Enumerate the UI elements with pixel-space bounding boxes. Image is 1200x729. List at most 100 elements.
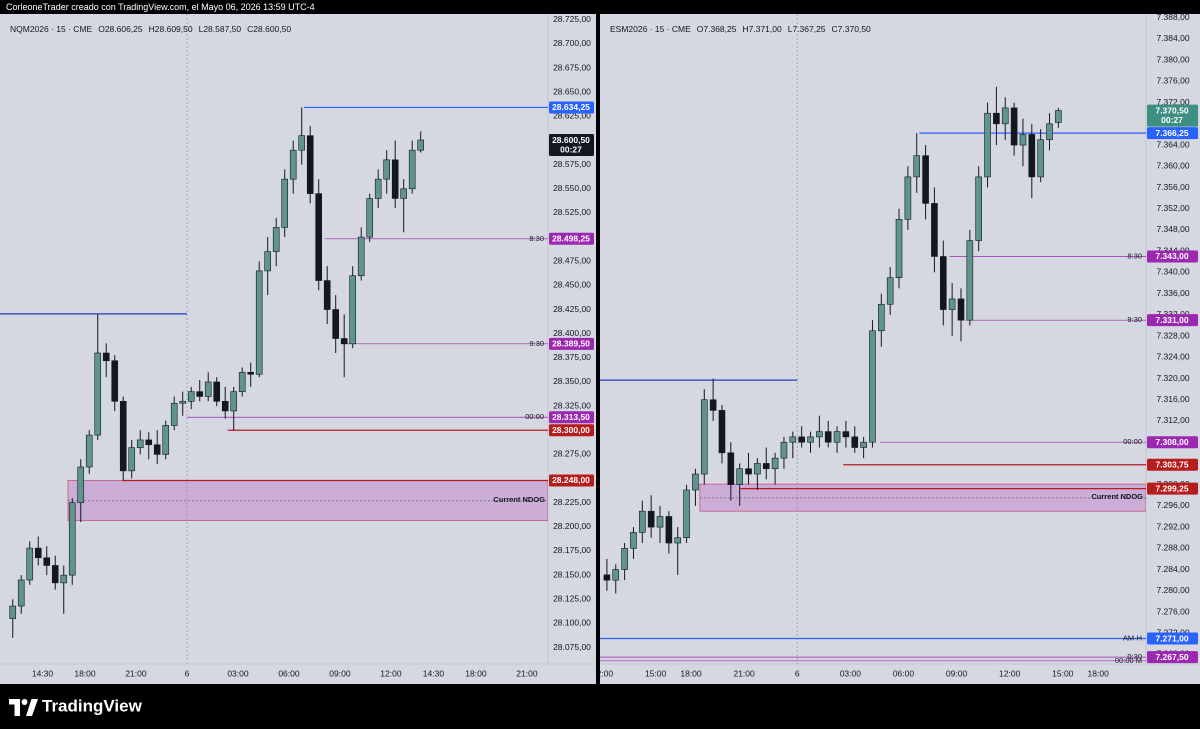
candle-body bbox=[700, 399, 708, 475]
candle-body bbox=[60, 574, 68, 584]
candle-body bbox=[68, 502, 76, 576]
candle-body bbox=[51, 565, 59, 584]
level-text: 00:00 bbox=[1123, 437, 1142, 446]
candle-body bbox=[238, 372, 246, 392]
candle-body bbox=[34, 547, 42, 559]
price-box bbox=[1147, 632, 1198, 645]
plot: Current NDOG bbox=[600, 14, 1146, 664]
candle-body bbox=[780, 441, 788, 459]
price-box bbox=[1147, 482, 1198, 495]
candle-body bbox=[281, 178, 289, 228]
y-tick-label: 7.316,00 bbox=[1156, 394, 1189, 404]
price-box bbox=[1147, 436, 1198, 449]
x-tick-label: 03:00 bbox=[840, 668, 862, 678]
candle-body bbox=[374, 178, 382, 199]
y-tick-label: 7.344,00 bbox=[1156, 245, 1189, 255]
x-tick-label: 21:00 bbox=[125, 668, 147, 678]
candle-body bbox=[771, 457, 779, 470]
candle-body bbox=[647, 510, 655, 528]
candle-body bbox=[851, 436, 859, 448]
last-price-label: 7.370,50 bbox=[1155, 105, 1188, 115]
candle-body bbox=[762, 463, 770, 470]
level-text: 9:30 bbox=[529, 339, 544, 348]
candle-body bbox=[709, 399, 717, 411]
price-box-label: 7.299,25 bbox=[1155, 483, 1188, 493]
candle-body bbox=[230, 391, 238, 412]
y-tick-label: 7.364,00 bbox=[1156, 139, 1189, 149]
last-price-box bbox=[1147, 104, 1198, 127]
candle-body bbox=[931, 203, 938, 257]
price-box bbox=[549, 424, 594, 437]
candle-body bbox=[754, 463, 761, 475]
x-tick-label: 09:00 bbox=[329, 668, 351, 678]
candle-body bbox=[692, 473, 699, 491]
candle-body bbox=[332, 309, 340, 339]
candle-body bbox=[1028, 134, 1036, 178]
price-box-label: 7.271,00 bbox=[1155, 633, 1188, 643]
legend-open: O7.368,25 bbox=[697, 24, 737, 34]
legend-symbol: ESM2026 · 15 · CME bbox=[610, 24, 691, 34]
brand: TradingView bbox=[42, 696, 143, 715]
ndog-text: Current NDOG bbox=[493, 495, 545, 504]
header-title: CorleoneTrader creado con TradingView.co… bbox=[6, 2, 315, 12]
x-tick-label: 12:00 bbox=[592, 668, 614, 678]
candle-body bbox=[153, 444, 161, 455]
y-tick-label: 7.384,00 bbox=[1156, 33, 1189, 43]
candle-body bbox=[77, 466, 85, 504]
candle-body bbox=[255, 270, 263, 375]
price-box-label: 7.308,00 bbox=[1155, 437, 1188, 447]
candle-body bbox=[85, 434, 93, 468]
price-box-label: 28.634,25 bbox=[552, 102, 590, 112]
y-tick-label: 28.275,00 bbox=[553, 449, 591, 459]
y-tick-label: 7.332,00 bbox=[1156, 309, 1189, 319]
candle-body bbox=[1010, 107, 1018, 146]
price-box-label: 7.366,25 bbox=[1155, 128, 1188, 138]
legend-high: H28.609,50 bbox=[149, 24, 193, 34]
ndog-text: Current NDOG bbox=[1091, 492, 1143, 501]
candle-body bbox=[43, 557, 51, 566]
logo-slash bbox=[26, 699, 38, 716]
y-tick-label: 7.312,00 bbox=[1156, 415, 1189, 425]
price-box-label: 7.303,75 bbox=[1155, 460, 1188, 470]
logo-mark bbox=[9, 699, 20, 716]
legend-close: C28.600,50 bbox=[247, 24, 291, 34]
x-tick-label: 15:00 bbox=[645, 668, 667, 678]
candle-body bbox=[727, 452, 735, 485]
y-tick-label: 28.375,00 bbox=[553, 352, 591, 362]
last-price-box bbox=[549, 134, 594, 157]
candle-body bbox=[213, 381, 221, 402]
y-tick-label: 28.675,00 bbox=[553, 62, 591, 72]
candle-body bbox=[1019, 134, 1027, 146]
candle-body bbox=[247, 372, 255, 375]
y-tick-label: 28.525,00 bbox=[553, 207, 591, 217]
y-tick-label: 28.425,00 bbox=[553, 304, 591, 314]
y-tick-label: 7.356,00 bbox=[1156, 182, 1189, 192]
y-tick-label: 28.625,00 bbox=[553, 111, 591, 121]
candle-body bbox=[833, 431, 841, 443]
y-tick-label: 28.725,00 bbox=[553, 14, 591, 24]
symbol-legend: NQM2026 · 15 · CME O28.606,25 H28.609,50 L2… bbox=[10, 24, 291, 34]
y-tick-label: 28.450,00 bbox=[553, 280, 591, 290]
legend-low: L7.367,25 bbox=[788, 24, 826, 34]
candle-body bbox=[736, 468, 743, 485]
candle-body bbox=[391, 159, 399, 199]
candle-body bbox=[1037, 139, 1044, 178]
y-tick-label: 28.475,00 bbox=[553, 256, 591, 266]
price-box-label: 7.267,50 bbox=[1155, 652, 1188, 662]
candle-body bbox=[683, 489, 690, 539]
candle-body bbox=[895, 219, 903, 279]
y-tick-label: 7.352,00 bbox=[1156, 203, 1189, 213]
candle-body bbox=[939, 256, 947, 310]
price-box bbox=[549, 411, 594, 424]
candle-body bbox=[886, 277, 894, 305]
y-tick-label: 7.272,00 bbox=[1156, 627, 1189, 637]
level-text: 8:30 bbox=[529, 234, 544, 243]
last-price-label: 28.600,50 bbox=[552, 135, 590, 145]
candle-body bbox=[807, 436, 814, 443]
candle-body bbox=[878, 303, 885, 332]
price-box-label: 28.498,25 bbox=[552, 234, 590, 244]
candle-body bbox=[745, 468, 752, 475]
price-box-label: 28.389,50 bbox=[552, 339, 590, 349]
candle-body bbox=[204, 381, 212, 397]
